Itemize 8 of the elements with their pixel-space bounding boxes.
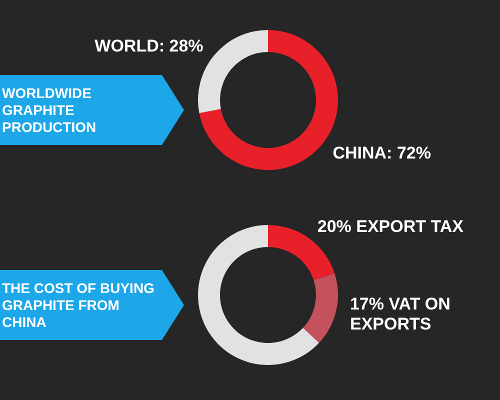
data-label: 20% EXPORT TAX <box>317 217 464 236</box>
donut-slice <box>198 225 320 365</box>
data-label: CHINA: 72% <box>332 144 431 163</box>
text: THE COST OF BUYING GRAPHITE FROM CHINA <box>0 270 184 340</box>
data-label: 17% VAT ON EXPORTS <box>350 294 450 334</box>
text: WORLDWIDE GRAPHITE PRODUCTION <box>0 75 184 145</box>
donut-slice <box>302 273 338 343</box>
data-label: WORLD: 28% <box>94 36 204 56</box>
